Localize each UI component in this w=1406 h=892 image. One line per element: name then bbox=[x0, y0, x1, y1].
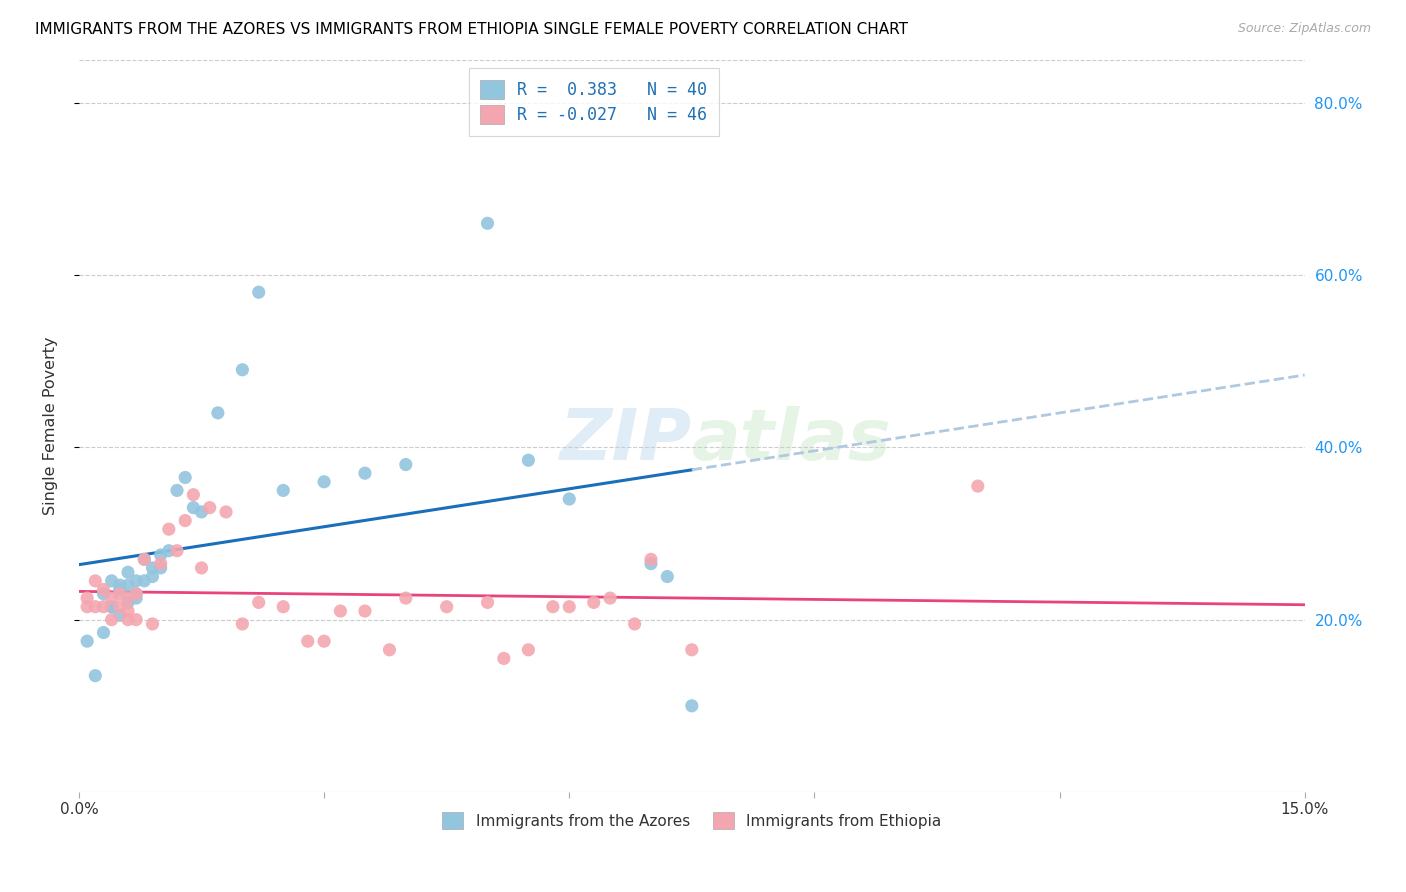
Point bbox=[157, 543, 180, 558]
Point bbox=[125, 574, 148, 588]
Point bbox=[166, 543, 188, 558]
Point bbox=[100, 613, 122, 627]
Point bbox=[517, 453, 540, 467]
Point bbox=[183, 488, 205, 502]
Point bbox=[599, 591, 621, 606]
Point bbox=[477, 595, 499, 609]
Point bbox=[117, 604, 139, 618]
Point bbox=[657, 569, 679, 583]
Point bbox=[314, 475, 336, 489]
Point bbox=[314, 634, 336, 648]
Point bbox=[681, 642, 703, 657]
Point bbox=[231, 616, 253, 631]
Point bbox=[271, 483, 294, 498]
Point bbox=[93, 582, 115, 597]
Point bbox=[640, 552, 662, 566]
Point bbox=[134, 574, 156, 588]
Point bbox=[134, 552, 156, 566]
Point bbox=[354, 466, 377, 480]
Point bbox=[231, 363, 253, 377]
Point bbox=[84, 574, 107, 588]
Point bbox=[108, 578, 131, 592]
Point bbox=[207, 406, 229, 420]
Point bbox=[141, 561, 163, 575]
Text: IMMIGRANTS FROM THE AZORES VS IMMIGRANTS FROM ETHIOPIA SINGLE FEMALE POVERTY COR: IMMIGRANTS FROM THE AZORES VS IMMIGRANTS… bbox=[35, 22, 908, 37]
Point bbox=[93, 625, 115, 640]
Point bbox=[395, 458, 418, 472]
Point bbox=[582, 595, 605, 609]
Point bbox=[76, 599, 98, 614]
Point bbox=[354, 604, 377, 618]
Point bbox=[190, 505, 212, 519]
Point bbox=[329, 604, 352, 618]
Point bbox=[183, 500, 205, 515]
Point bbox=[174, 514, 197, 528]
Point bbox=[117, 578, 139, 592]
Point bbox=[436, 599, 458, 614]
Point bbox=[541, 599, 564, 614]
Point bbox=[966, 479, 988, 493]
Point bbox=[149, 561, 172, 575]
Point bbox=[100, 599, 122, 614]
Point bbox=[76, 634, 98, 648]
Point bbox=[149, 548, 172, 562]
Y-axis label: Single Female Poverty: Single Female Poverty bbox=[44, 336, 58, 515]
Point bbox=[517, 642, 540, 657]
Point bbox=[378, 642, 401, 657]
Point bbox=[117, 591, 139, 606]
Point bbox=[125, 587, 148, 601]
Legend: Immigrants from the Azores, Immigrants from Ethiopia: Immigrants from the Azores, Immigrants f… bbox=[436, 805, 948, 836]
Point bbox=[134, 552, 156, 566]
Point bbox=[395, 591, 418, 606]
Point bbox=[166, 483, 188, 498]
Point bbox=[215, 505, 238, 519]
Point bbox=[157, 522, 180, 536]
Point bbox=[100, 574, 122, 588]
Point bbox=[190, 561, 212, 575]
Point bbox=[247, 285, 270, 300]
Point bbox=[558, 599, 581, 614]
Point bbox=[297, 634, 319, 648]
Point bbox=[100, 599, 122, 614]
Point bbox=[271, 599, 294, 614]
Point bbox=[558, 491, 581, 506]
Point bbox=[247, 595, 270, 609]
Point bbox=[108, 608, 131, 623]
Point bbox=[117, 566, 139, 580]
Point bbox=[84, 668, 107, 682]
Point bbox=[108, 587, 131, 601]
Point bbox=[117, 613, 139, 627]
Point bbox=[492, 651, 515, 665]
Point bbox=[141, 616, 163, 631]
Point bbox=[93, 599, 115, 614]
Point bbox=[76, 591, 98, 606]
Point bbox=[477, 216, 499, 230]
Point bbox=[108, 599, 131, 614]
Point bbox=[84, 599, 107, 614]
Point bbox=[681, 698, 703, 713]
Point bbox=[174, 470, 197, 484]
Text: ZIP: ZIP bbox=[560, 406, 692, 475]
Point bbox=[125, 591, 148, 606]
Point bbox=[125, 587, 148, 601]
Point bbox=[141, 569, 163, 583]
Point bbox=[149, 557, 172, 571]
Point bbox=[623, 616, 645, 631]
Text: atlas: atlas bbox=[692, 406, 891, 475]
Point bbox=[108, 582, 131, 597]
Point bbox=[93, 587, 115, 601]
Point bbox=[125, 613, 148, 627]
Point bbox=[640, 557, 662, 571]
Point bbox=[117, 595, 139, 609]
Point bbox=[100, 591, 122, 606]
Text: Source: ZipAtlas.com: Source: ZipAtlas.com bbox=[1237, 22, 1371, 36]
Point bbox=[198, 500, 221, 515]
